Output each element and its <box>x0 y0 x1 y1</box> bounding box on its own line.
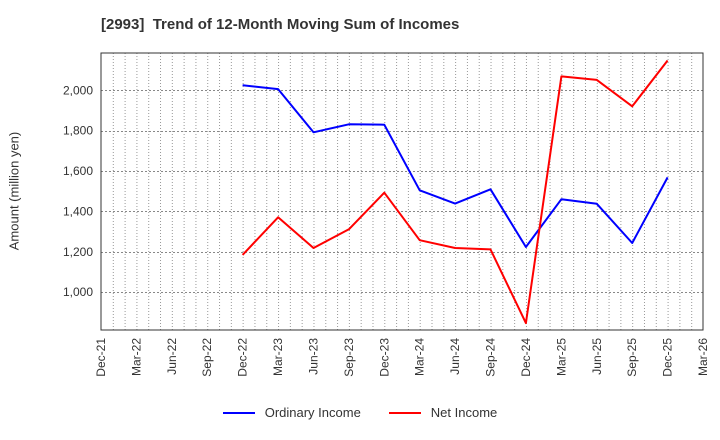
x-tick-label: Mar-25 <box>554 338 568 376</box>
x-tick-label: Jun-22 <box>165 338 179 375</box>
legend-swatch-red-icon <box>388 411 421 414</box>
x-tick-label: Dec-22 <box>236 338 250 377</box>
x-tick-label: Mar-26 <box>696 338 710 376</box>
x-tick-label: Mar-23 <box>271 338 285 376</box>
legend-label: Ordinary Income <box>264 405 361 420</box>
x-tick-label: Jun-25 <box>590 338 604 375</box>
y-tick-label: 1,600 <box>63 164 93 178</box>
series-net-income <box>241 59 669 325</box>
y-tick-label: 2,000 <box>63 83 93 97</box>
y-tick-label: 1,800 <box>63 124 93 138</box>
x-tick-label: Mar-24 <box>413 338 427 376</box>
legend-item-net-income: Net Income <box>388 405 498 420</box>
x-tick-label: Jun-24 <box>448 338 462 375</box>
x-tick-label: Sep-22 <box>200 338 214 377</box>
y-axis-ticks: 1,000 1,200 1,400 1,600 1,800 2,000 <box>63 83 93 299</box>
x-axis-ticks: Dec-21 Mar-22 Jun-22 Sep-22 Dec-22 Mar-23 Jun-… <box>94 338 710 377</box>
x-tick-label: Dec-25 <box>661 338 675 377</box>
chart-title: [2993] Trend of 12-Month Moving Sum of I… <box>101 16 460 33</box>
x-tick-label: Sep-25 <box>625 338 639 377</box>
series-lines <box>241 59 669 325</box>
grid-lines <box>101 53 703 330</box>
legend-item-ordinary-income: Ordinary Income <box>222 405 361 420</box>
x-tick-label: Jun-23 <box>306 338 320 375</box>
x-tick-label: Mar-22 <box>129 338 143 376</box>
y-tick-label: 1,400 <box>63 204 93 218</box>
y-tick-label: 1,000 <box>63 285 93 299</box>
legend-swatch-blue-icon <box>222 411 255 414</box>
x-tick-label: Dec-23 <box>377 338 391 377</box>
x-tick-label: Dec-21 <box>94 338 108 377</box>
y-tick-label: 1,200 <box>63 245 93 259</box>
plot-frame <box>100 52 704 331</box>
x-tick-label: Dec-24 <box>519 338 533 377</box>
legend: Ordinary Income Net Income <box>0 405 720 420</box>
series-ordinary-income <box>242 84 669 248</box>
x-tick-label: Sep-24 <box>484 338 498 377</box>
legend-label: Net Income <box>430 405 498 420</box>
x-tick-label: Sep-23 <box>342 338 356 377</box>
